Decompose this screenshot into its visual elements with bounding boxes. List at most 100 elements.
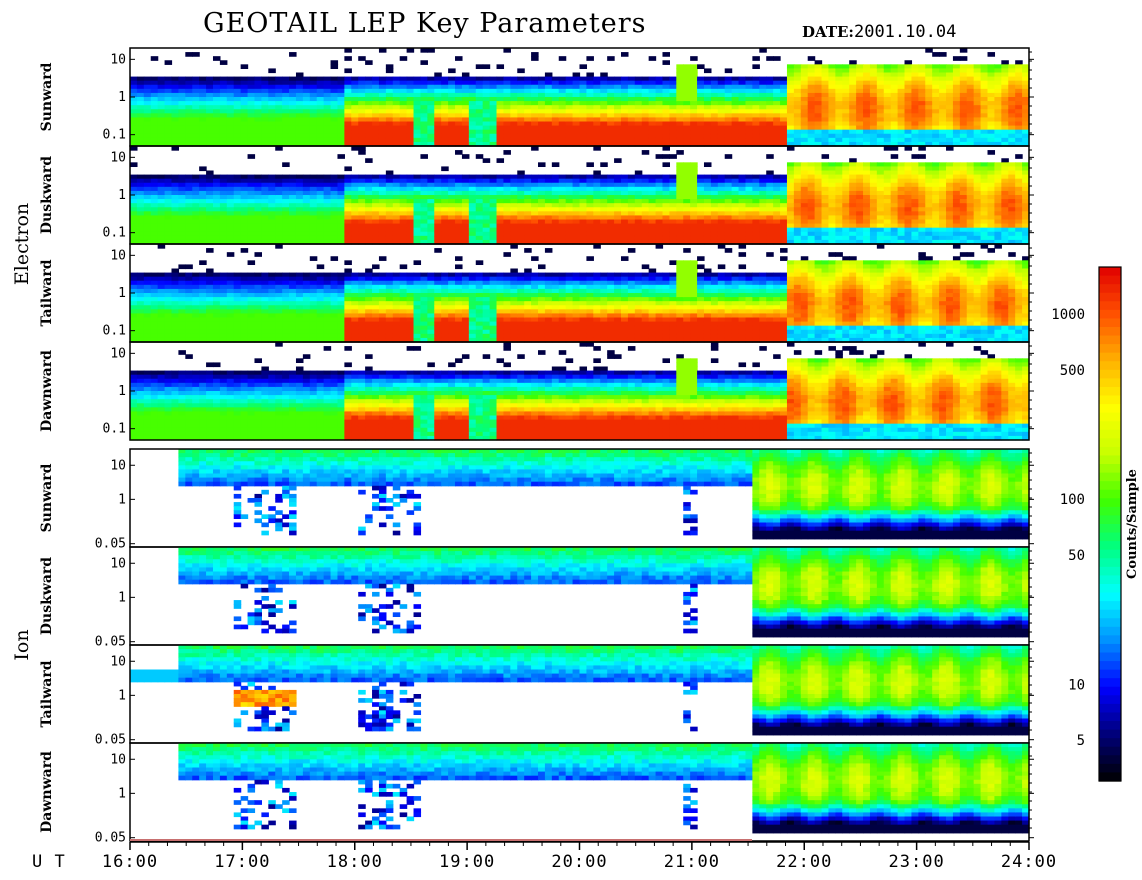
- spectrogram-cell: [780, 207, 788, 212]
- spectrogram-cell: [635, 191, 643, 196]
- spectrogram-cell: [268, 187, 276, 192]
- spectrogram-cell: [766, 113, 774, 118]
- spectrogram-cell: [732, 187, 740, 192]
- spectrogram-cell: [863, 109, 871, 114]
- spectrogram-cell: [503, 232, 511, 237]
- spectrogram-cell: [372, 232, 380, 237]
- spectrogram-cell: [988, 77, 996, 82]
- spectrogram-cell: [427, 175, 435, 180]
- spectrogram-cell: [324, 97, 332, 102]
- spectrogram-cell: [241, 175, 249, 180]
- spectrogram-cell: [469, 187, 477, 192]
- spectrogram-cell: [905, 77, 913, 82]
- spectrogram-cell: [427, 77, 435, 82]
- spectrogram-cell: [455, 89, 463, 94]
- spectrogram-cell: [531, 179, 539, 184]
- spectrogram-cell: [898, 97, 906, 102]
- spectrogram-cell: [870, 215, 878, 220]
- spectrogram-cell: [656, 113, 664, 118]
- spectrogram-cell: [414, 183, 422, 188]
- spectrogram-cell: [822, 77, 830, 82]
- spectrogram-cell: [337, 109, 345, 114]
- spectrogram-cell: [939, 220, 947, 225]
- spectrogram-cell: [559, 203, 567, 208]
- spectrogram-cell: [773, 113, 781, 118]
- spectrogram-cell: [808, 232, 816, 237]
- spectrogram-cell: [510, 199, 518, 204]
- spectrogram-cell: [407, 122, 415, 127]
- spectrogram-cell: [434, 203, 442, 208]
- spectrogram-cell: [1015, 175, 1023, 180]
- spectrogram-cell: [220, 109, 228, 114]
- spectrogram-cell: [815, 203, 823, 208]
- spectrogram-cell: [268, 68, 276, 73]
- spectrogram-cell: [960, 113, 968, 118]
- spectrogram-cell: [849, 109, 857, 114]
- spectrogram-cell: [310, 199, 318, 204]
- spectrogram-cell: [739, 179, 747, 184]
- spectrogram-cell: [988, 179, 996, 184]
- spectrogram-cell: [877, 228, 885, 233]
- spectrogram-cell: [220, 215, 228, 220]
- spectrogram-cell: [787, 220, 795, 225]
- spectrogram-cell: [898, 179, 906, 184]
- spectrogram-cell: [676, 220, 684, 225]
- spectrogram-cell: [517, 113, 525, 118]
- spectrogram-cell: [282, 236, 290, 241]
- spectrogram-cell: [324, 220, 332, 225]
- spectrogram-cell: [690, 175, 698, 180]
- spectrogram-cell: [178, 203, 186, 208]
- spectrogram-cell: [669, 97, 677, 102]
- spectrogram-cell: [241, 207, 249, 212]
- spectrogram-cell: [822, 207, 830, 212]
- spectrogram-cell: [151, 109, 159, 114]
- spectrogram-cell: [669, 187, 677, 192]
- spectrogram-cell: [711, 187, 719, 192]
- spectrogram-cell: [296, 113, 304, 118]
- spectrogram-cell: [441, 93, 449, 98]
- spectrogram-cell: [234, 211, 242, 216]
- spectrogram-cell: [662, 101, 670, 106]
- spectrogram-cell: [787, 77, 795, 82]
- spectrogram-cell: [420, 215, 428, 220]
- spectrogram-cell: [739, 175, 747, 180]
- spectrogram-cell: [932, 228, 940, 233]
- spectrogram-cell: [261, 224, 269, 229]
- spectrogram-cell: [745, 109, 753, 114]
- spectrogram-cell: [918, 162, 926, 167]
- spectrogram-cell: [310, 211, 318, 216]
- spectrogram-cell: [939, 109, 947, 114]
- spectrogram-cell: [642, 150, 650, 155]
- spectrogram-cell: [891, 162, 899, 167]
- spectrogram-cell: [282, 93, 290, 98]
- spectrogram-cell: [815, 105, 823, 110]
- spectrogram-cell: [856, 220, 864, 225]
- spectrogram-cell: [158, 301, 166, 306]
- spectrogram-cell: [704, 211, 712, 216]
- spectrogram-cell: [849, 171, 857, 176]
- spectrogram-cell: [199, 179, 207, 184]
- spectrogram-cell: [835, 175, 843, 180]
- spectrogram-cell: [144, 224, 152, 229]
- spectrogram-cell: [303, 117, 311, 122]
- spectrogram-cell: [794, 97, 802, 102]
- spectrogram-cell: [794, 81, 802, 86]
- spectrogram-cell: [441, 215, 449, 220]
- spectrogram-cell: [254, 207, 262, 212]
- y-tick-label: 1: [118, 188, 126, 203]
- spectrogram-cell: [510, 195, 518, 200]
- spectrogram-cell: [884, 228, 892, 233]
- spectrogram-cell: [324, 199, 332, 204]
- spectrogram-cell: [939, 68, 947, 73]
- spectrogram-cell: [441, 105, 449, 110]
- spectrogram-cell: [296, 220, 304, 225]
- spectrogram-cell: [400, 224, 408, 229]
- spectrogram-cell: [407, 228, 415, 233]
- spectrogram-cell: [268, 224, 276, 229]
- spectrogram-cell: [801, 73, 809, 78]
- spectrogram-cell: [227, 228, 235, 233]
- spectrogram-cell: [856, 77, 864, 82]
- spectrogram-cell: [1015, 85, 1023, 90]
- spectrogram-cell: [545, 195, 553, 200]
- spectrogram-cell: [607, 179, 615, 184]
